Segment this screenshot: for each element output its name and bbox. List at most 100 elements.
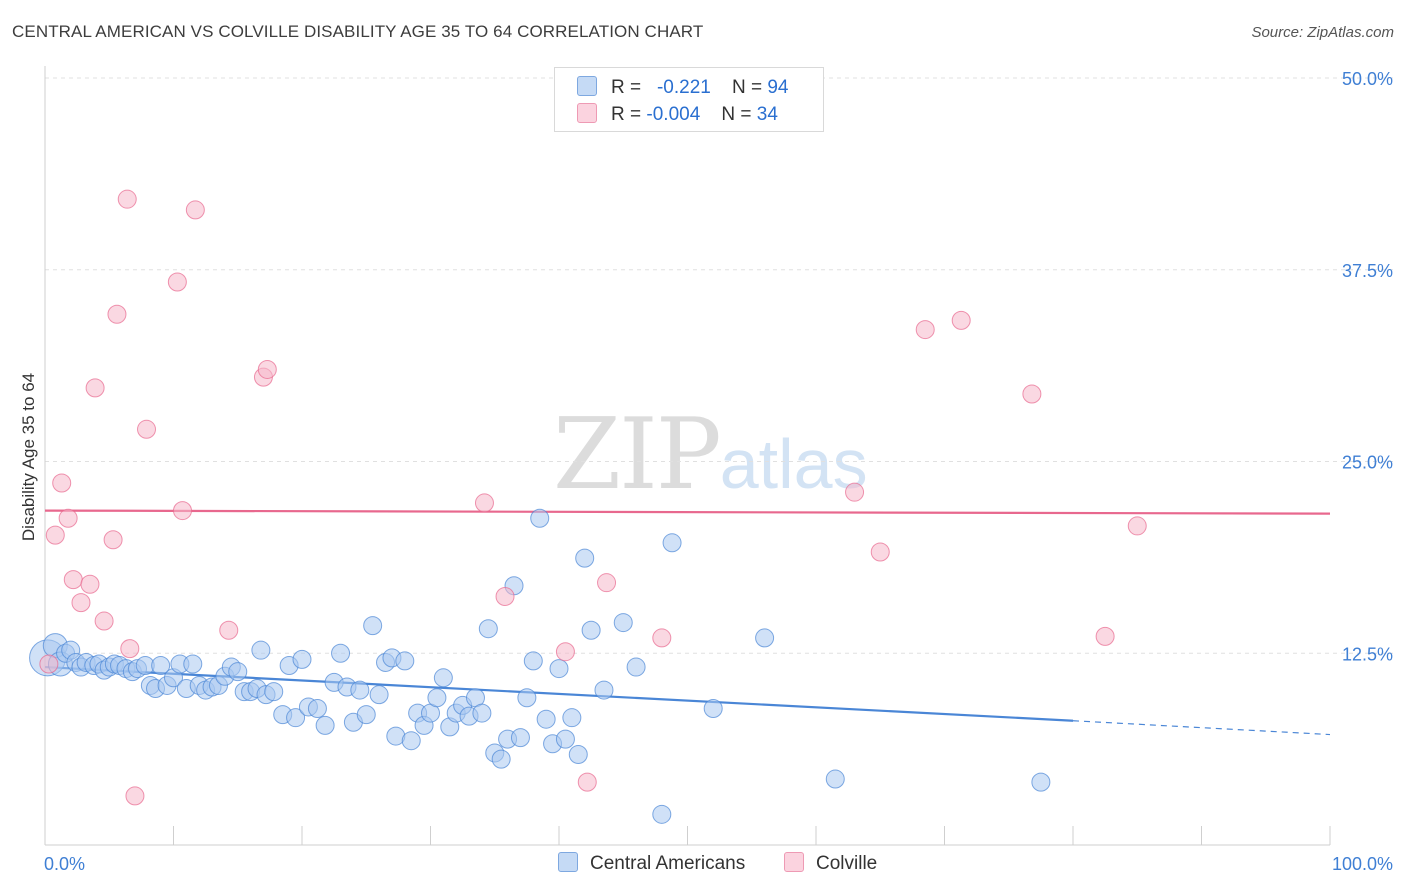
data-point bbox=[120, 639, 140, 659]
data-point bbox=[530, 508, 550, 528]
data-point bbox=[219, 620, 239, 640]
data-point bbox=[510, 728, 530, 748]
data-point bbox=[472, 703, 492, 723]
data-point bbox=[117, 189, 137, 209]
bottom-legend-swatch-blue bbox=[558, 852, 578, 872]
data-point bbox=[151, 656, 171, 676]
chart-title: CENTRAL AMERICAN VS COLVILLE DISABILITY … bbox=[12, 22, 704, 41]
data-point bbox=[555, 642, 575, 662]
data-point bbox=[594, 680, 614, 700]
y-tick-label: 37.5% bbox=[1342, 261, 1393, 281]
legend-r-label: R = bbox=[611, 104, 642, 125]
data-point bbox=[39, 654, 59, 674]
legend-swatch-pink bbox=[577, 103, 597, 123]
data-point bbox=[137, 419, 157, 439]
data-point bbox=[597, 573, 617, 593]
data-point bbox=[369, 685, 389, 705]
legend-n-value: 34 bbox=[756, 104, 778, 125]
watermark-zip: ZIP bbox=[553, 398, 722, 512]
legend-n-value: 94 bbox=[767, 77, 789, 98]
data-point bbox=[577, 772, 597, 792]
data-point bbox=[626, 657, 646, 677]
data-point bbox=[257, 359, 277, 379]
data-point bbox=[58, 508, 78, 528]
data-point bbox=[172, 501, 192, 521]
data-point bbox=[1031, 772, 1051, 792]
legend-swatch-blue bbox=[577, 76, 597, 96]
data-point bbox=[523, 651, 543, 671]
data-point bbox=[478, 619, 498, 639]
y-tick-label: 12.5% bbox=[1342, 644, 1393, 664]
data-point bbox=[433, 668, 453, 688]
data-point bbox=[870, 542, 890, 562]
data-points bbox=[29, 189, 1147, 824]
data-point bbox=[251, 640, 271, 660]
data-point bbox=[491, 749, 511, 769]
data-point bbox=[845, 482, 865, 502]
y-tick-label: 50.0% bbox=[1342, 69, 1393, 89]
legend-n-label: N = bbox=[721, 104, 752, 125]
data-point bbox=[662, 533, 682, 553]
legend-r-label: R = bbox=[611, 77, 642, 98]
data-point bbox=[45, 525, 65, 545]
data-point bbox=[915, 320, 935, 340]
y-tick-label: 25.0% bbox=[1342, 453, 1393, 473]
data-point bbox=[951, 310, 971, 330]
bottom-legend-colville: Colville bbox=[784, 852, 877, 875]
data-point bbox=[562, 708, 582, 728]
data-point bbox=[85, 378, 105, 398]
data-point bbox=[228, 662, 248, 682]
data-point bbox=[568, 744, 588, 764]
axes bbox=[44, 66, 1331, 846]
data-point bbox=[185, 200, 205, 220]
legend-row-colville: R = -0.004 N = 34 bbox=[577, 103, 778, 126]
data-point bbox=[94, 611, 114, 631]
bottom-legend-label: Colville bbox=[816, 853, 878, 874]
data-point bbox=[307, 698, 327, 718]
data-point bbox=[125, 786, 145, 806]
data-point bbox=[1022, 384, 1042, 404]
watermark-atlas: atlas bbox=[719, 425, 868, 503]
data-point bbox=[1095, 626, 1115, 646]
bottom-legend-central-americans: Central Americans bbox=[558, 852, 745, 875]
data-point bbox=[286, 708, 306, 728]
data-point bbox=[395, 651, 415, 671]
data-point bbox=[350, 680, 370, 700]
data-point bbox=[536, 709, 556, 729]
bottom-legend-swatch-pink bbox=[784, 852, 804, 872]
data-point bbox=[315, 715, 335, 735]
correlation-legend: R = -0.221 N = 94 R = -0.004 N = 34 bbox=[554, 67, 824, 132]
data-point bbox=[331, 643, 351, 663]
legend-r-value: -0.004 bbox=[646, 104, 701, 125]
data-point bbox=[71, 593, 91, 613]
data-point bbox=[107, 304, 127, 324]
data-point bbox=[363, 616, 383, 636]
data-point bbox=[264, 682, 284, 702]
data-point bbox=[755, 628, 775, 648]
data-point bbox=[167, 272, 187, 292]
data-point bbox=[613, 613, 633, 633]
data-point bbox=[652, 804, 672, 824]
data-point bbox=[474, 493, 494, 513]
grid-lines bbox=[45, 77, 1395, 654]
data-point bbox=[555, 729, 575, 749]
data-point bbox=[80, 574, 100, 594]
data-point bbox=[63, 570, 83, 590]
data-point bbox=[549, 659, 569, 679]
legend-r-value: -0.221 bbox=[656, 77, 711, 98]
x-tick-label-min: 0.0% bbox=[44, 854, 85, 874]
axis-labels: 12.5% 25.0% 37.5% 50.0% 0.0% 100.0% Disability… bbox=[19, 69, 1393, 874]
data-point bbox=[703, 698, 723, 718]
data-point bbox=[1127, 516, 1147, 536]
zipatlas-watermark: ZIPatlas bbox=[553, 398, 868, 512]
trend-line-extrapolated bbox=[1072, 720, 1331, 736]
trend-line-colville bbox=[44, 509, 1331, 515]
series-colville bbox=[39, 189, 1147, 806]
trend-lines bbox=[44, 509, 1331, 736]
data-point bbox=[581, 620, 601, 640]
data-point bbox=[183, 654, 203, 674]
data-point bbox=[427, 688, 447, 708]
data-point bbox=[52, 473, 72, 493]
data-point bbox=[575, 548, 595, 568]
source-label: Source: ZipAtlas.com bbox=[1251, 24, 1394, 41]
